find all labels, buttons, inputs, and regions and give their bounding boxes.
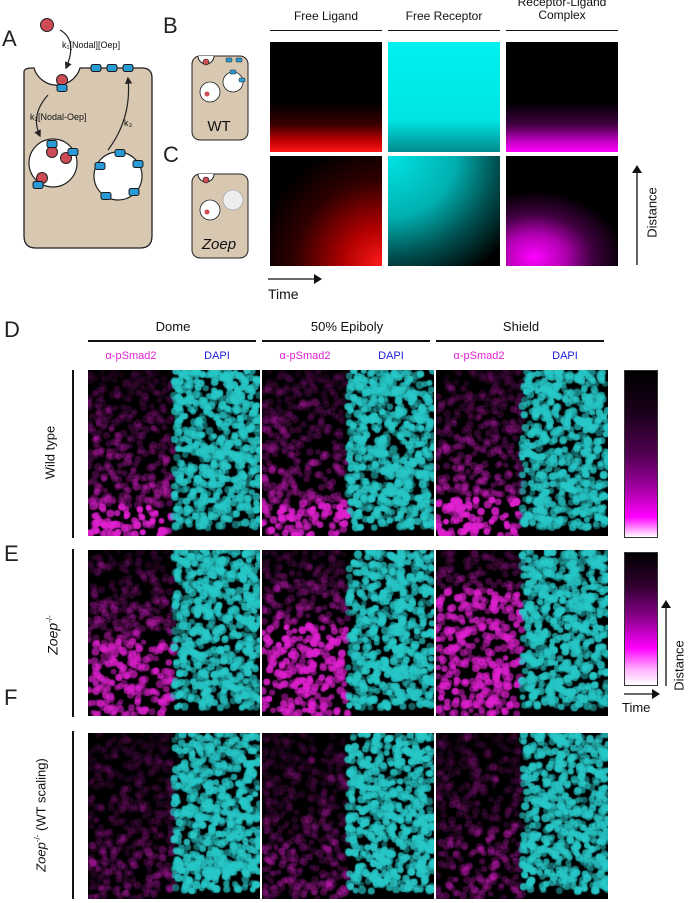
micrograph-tile	[436, 370, 608, 536]
row-label-wild-type: Wild type	[42, 425, 58, 480]
stain-dapi-dome: DAPI	[204, 350, 230, 362]
wt-cell-label: WT	[207, 118, 231, 135]
sim-wt-receptor	[388, 42, 500, 152]
sim-distance-arrow	[632, 165, 642, 265]
sim-header-free-receptor: Free Receptor	[405, 9, 483, 23]
stage-50-epiboly: 50% Epiboly	[310, 319, 384, 334]
heat-distance-label: Distance	[671, 640, 687, 691]
heatbar-zoep	[624, 552, 658, 686]
sim-header-free-ligand: Free Ligand	[293, 9, 359, 23]
heat-time-arrow	[624, 689, 660, 699]
stain-dapi-shield: DAPI	[552, 350, 578, 362]
panel-label-d: D	[4, 317, 20, 342]
sim-zoep-ligand	[270, 156, 382, 266]
nodal-ligand	[40, 18, 54, 32]
micrograph-tile	[88, 550, 260, 716]
stain-dapi-epiboly: DAPI	[378, 350, 404, 362]
micrograph-tile	[262, 370, 434, 536]
panel-c-cell-icon	[191, 173, 249, 259]
cell-body	[23, 67, 153, 249]
stain-psmad-epiboly: α-pSmad2	[279, 350, 331, 362]
micrograph-tile	[88, 733, 260, 899]
micrograph-tile	[262, 550, 434, 716]
heatbar-wt	[624, 370, 658, 538]
stage-shield: Shield	[502, 319, 540, 334]
panel-a-schematic	[23, 18, 153, 249]
panel-b-cell-icon	[191, 55, 249, 141]
rate-label-3: k₃	[124, 118, 133, 128]
micrograph-tile	[436, 550, 608, 716]
stage-dome: Dome	[155, 319, 191, 334]
heat-distance-arrow	[661, 600, 671, 686]
panel-label-c: C	[163, 142, 179, 167]
stain-psmad-dome: α-pSmad2	[105, 350, 157, 362]
micrograph-tile	[262, 733, 434, 899]
zoep-cell-label: Zoep	[201, 236, 237, 253]
panel-label-e: E	[4, 541, 19, 566]
sim-wt-complex	[506, 42, 618, 152]
sim-distance-label: Distance	[644, 187, 660, 238]
panel-label-b: B	[163, 13, 178, 38]
stain-psmad-shield: α-pSmad2	[453, 350, 505, 362]
panel-label-a: A	[2, 26, 17, 51]
rate-label-2: k₂[Nodal-Oep]	[30, 112, 87, 122]
row-label-zoep-wt-scaling: Zoep-/- (WT scaling)	[33, 758, 49, 872]
row-label-zoep: Zoep-/-	[44, 615, 61, 655]
micrograph-tile	[88, 370, 260, 536]
sim-time-arrow	[268, 274, 322, 284]
rate-label-1: k₁[Nodal][Oep]	[62, 40, 121, 50]
sim-time-label: Time	[268, 286, 299, 302]
micrograph-tile	[436, 733, 608, 899]
sim-wt-ligand	[270, 42, 382, 152]
heat-time-label: Time	[622, 700, 651, 715]
sim-zoep-receptor	[388, 156, 500, 266]
sim-header-complex: Receptor-Ligand Complex	[517, 0, 607, 22]
sim-zoep-complex	[506, 156, 618, 266]
panel-label-f: F	[4, 685, 18, 710]
